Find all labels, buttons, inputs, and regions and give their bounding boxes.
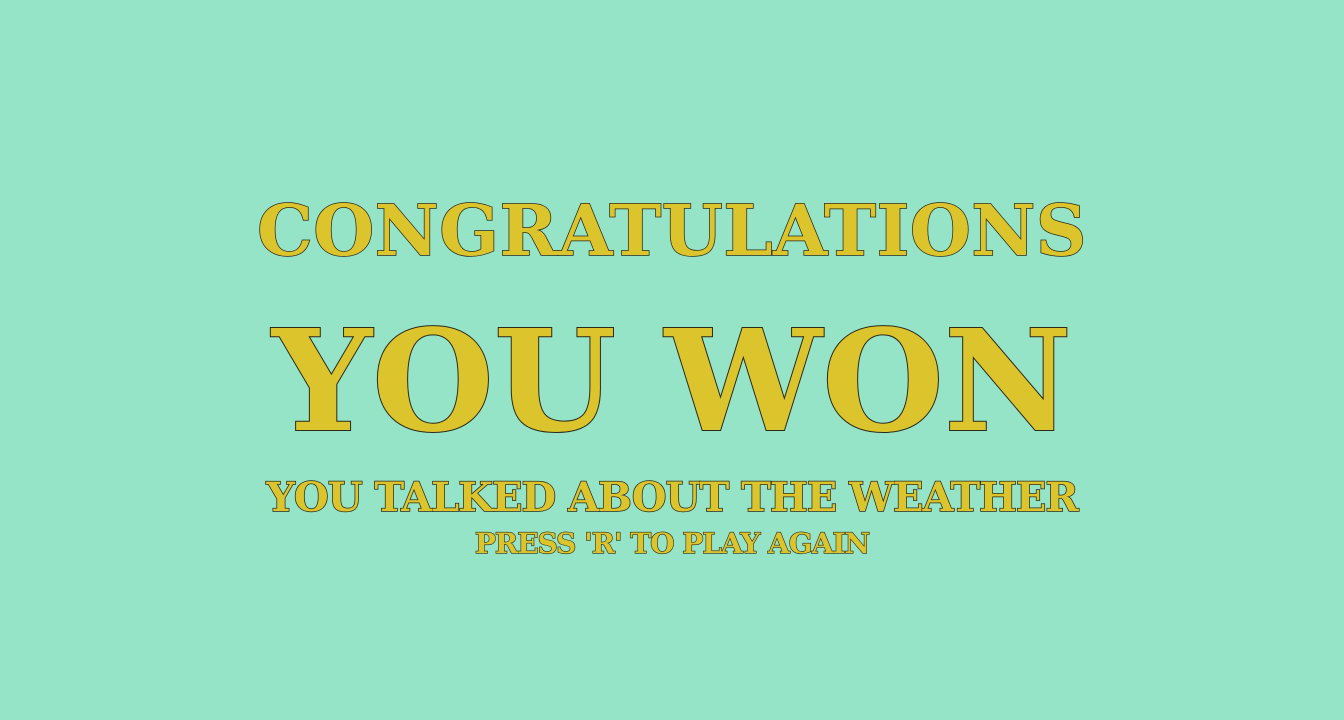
you-won-title: YOU WON [271,300,1073,464]
play-again-prompt: PRESS 'R' TO PLAY AGAIN [474,527,870,560]
congratulations-heading: CONGRATULATIONS [256,189,1087,272]
win-reason-text: YOU TALKED ABOUT THE WEATHER [266,474,1080,521]
